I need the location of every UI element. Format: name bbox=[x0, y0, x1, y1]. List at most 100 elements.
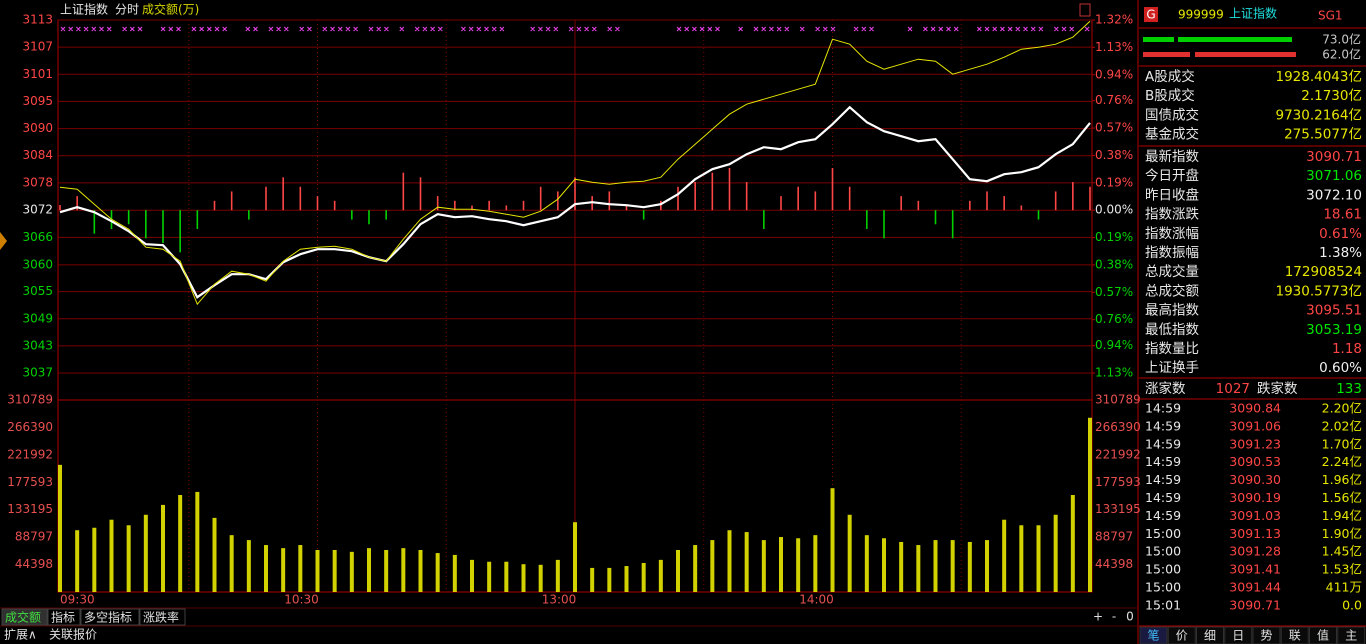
volume-bar bbox=[916, 545, 921, 592]
tick-amount: 2.20亿 bbox=[1322, 401, 1362, 416]
volume-bar bbox=[607, 567, 612, 592]
volume-bar bbox=[470, 559, 474, 592]
panel-tab-bg[interactable] bbox=[1196, 626, 1224, 644]
y2-tick-label: 1.32% bbox=[1095, 13, 1133, 27]
zoom-button[interactable]: - bbox=[1112, 610, 1116, 624]
panel-tab[interactable]: 日 bbox=[1232, 629, 1244, 643]
panel-tab[interactable]: 主 bbox=[1345, 629, 1357, 643]
indicator-tab-bg[interactable] bbox=[1, 608, 48, 626]
tick-price: 3090.30 bbox=[1229, 472, 1281, 487]
stat-label: 总成交量 bbox=[1145, 263, 1199, 280]
volume-bar bbox=[693, 545, 698, 592]
tick-amount: 2.02亿 bbox=[1322, 418, 1362, 433]
turnover-label: B股成交 bbox=[1145, 87, 1195, 104]
indicator-tab[interactable]: 多空指标 bbox=[84, 610, 132, 625]
indicator-tab[interactable]: 指标 bbox=[51, 610, 75, 625]
y-tick-label: 3055 bbox=[22, 284, 53, 298]
volume-tick-label: 266390 bbox=[7, 420, 53, 434]
y-tick-label: 3078 bbox=[22, 175, 53, 189]
indicator-tab-bg[interactable] bbox=[139, 608, 186, 626]
buy-amount: 73.0亿 bbox=[1322, 32, 1361, 47]
panel-tab-bg[interactable] bbox=[1252, 626, 1281, 644]
indicator-tab[interactable]: 成交额 bbox=[5, 610, 41, 625]
panel-tab-bg[interactable] bbox=[1309, 626, 1337, 644]
badge-bg bbox=[1144, 7, 1158, 22]
y2-tick-label: 1.13% bbox=[1095, 40, 1133, 54]
volume-bar bbox=[847, 514, 852, 592]
panel-tab[interactable]: 联 bbox=[1289, 629, 1301, 643]
volume-bar bbox=[143, 514, 148, 592]
volume-bar bbox=[744, 532, 749, 592]
tick-time: 14:59 bbox=[1145, 472, 1181, 487]
stat-label: 最高指数 bbox=[1145, 302, 1199, 319]
tick-time: 15:00 bbox=[1145, 580, 1181, 595]
y2-tick-label: 0.94% bbox=[1095, 338, 1133, 352]
tick-time: 14:59 bbox=[1145, 508, 1181, 523]
stock-tag: SG1 bbox=[1318, 9, 1343, 23]
tick-time: 14:59 bbox=[1145, 436, 1181, 451]
stat-value: 3071.06 bbox=[1306, 168, 1362, 184]
volume-tick-label: 133195 bbox=[7, 502, 53, 516]
panel-tab[interactable]: 值 bbox=[1317, 628, 1329, 643]
stat-value: 3072.10 bbox=[1306, 187, 1362, 203]
volume-bar bbox=[229, 535, 234, 592]
panel-tab[interactable]: 价 bbox=[1176, 629, 1188, 643]
volume-bar bbox=[264, 545, 268, 592]
x-tick-label: 14:00 bbox=[799, 593, 834, 607]
x-tick-label: 10:30 bbox=[284, 593, 319, 607]
window-button[interactable] bbox=[1079, 3, 1091, 17]
panel-tab[interactable]: 势 bbox=[1260, 629, 1272, 643]
tick-amount: 1.94亿 bbox=[1322, 508, 1362, 523]
volume-bar bbox=[658, 559, 663, 592]
indicator-tab-bg[interactable] bbox=[80, 608, 140, 626]
y2-tick-label: 0.57% bbox=[1095, 121, 1133, 135]
chart-mode[interactable]: 分时 bbox=[115, 3, 139, 17]
panel-tab-bg[interactable] bbox=[1167, 626, 1196, 644]
y-tick-label: 3113 bbox=[22, 13, 53, 27]
volume-bar bbox=[126, 525, 131, 592]
volume-bar bbox=[281, 548, 286, 592]
stat-label: 今日开盘 bbox=[1145, 167, 1199, 184]
tick-price: 3090.71 bbox=[1229, 597, 1281, 612]
tick-price: 3091.44 bbox=[1229, 580, 1281, 595]
stat-value: 18.61 bbox=[1323, 207, 1362, 223]
turnover-label: A股成交 bbox=[1145, 68, 1195, 85]
footer-tab[interactable]: 扩展∧ bbox=[4, 628, 37, 642]
volume-bar bbox=[1088, 417, 1092, 592]
y2-tick-label: 1.13% bbox=[1095, 366, 1133, 380]
y2-tick-label: 0.00% bbox=[1095, 203, 1133, 217]
volume-bar bbox=[418, 549, 423, 592]
y2-tick-label: 0.57% bbox=[1095, 285, 1133, 299]
volume-bar bbox=[985, 540, 989, 592]
side-arrow[interactable] bbox=[0, 232, 7, 250]
panel-tab-bg[interactable] bbox=[1280, 626, 1309, 644]
panel-tab-bg[interactable] bbox=[1139, 626, 1168, 644]
panel-tab-bg[interactable] bbox=[1224, 626, 1253, 644]
y-tick-label: 3101 bbox=[22, 67, 53, 81]
tick-time: 14:59 bbox=[1145, 454, 1181, 469]
volume-bar bbox=[950, 540, 955, 592]
panel-tab-bg[interactable] bbox=[1337, 626, 1366, 644]
zoom-button[interactable]: 0 bbox=[1126, 610, 1134, 624]
volume-bar bbox=[332, 549, 337, 592]
indicator-tab-bg[interactable] bbox=[47, 608, 81, 626]
turnover-value: 1928.4043亿 bbox=[1275, 69, 1362, 85]
stat-value: 1.38% bbox=[1319, 245, 1362, 261]
x-tick-label: 13:00 bbox=[542, 593, 577, 607]
volume-bar bbox=[452, 554, 457, 592]
volume-tick-label: 310789 bbox=[1095, 393, 1141, 407]
tick-price: 3090.53 bbox=[1229, 454, 1281, 469]
panel-tab[interactable]: 笔 bbox=[1147, 628, 1159, 643]
chart-title: 上证指数 bbox=[60, 2, 108, 17]
volume-bar bbox=[1019, 525, 1024, 592]
indicator-tab[interactable]: 涨跌率 bbox=[143, 610, 179, 625]
footer-tab[interactable]: 关联报价 bbox=[49, 627, 97, 642]
stat-label: 最新指数 bbox=[1145, 149, 1199, 165]
panel-tab[interactable]: 细 bbox=[1204, 629, 1216, 643]
tick-amount: 1.90亿 bbox=[1322, 526, 1362, 541]
price-line bbox=[59, 105, 1091, 299]
zoom-button[interactable]: + bbox=[1093, 610, 1103, 624]
stat-label: 指数量比 bbox=[1145, 341, 1199, 357]
volume-bar bbox=[298, 545, 303, 592]
